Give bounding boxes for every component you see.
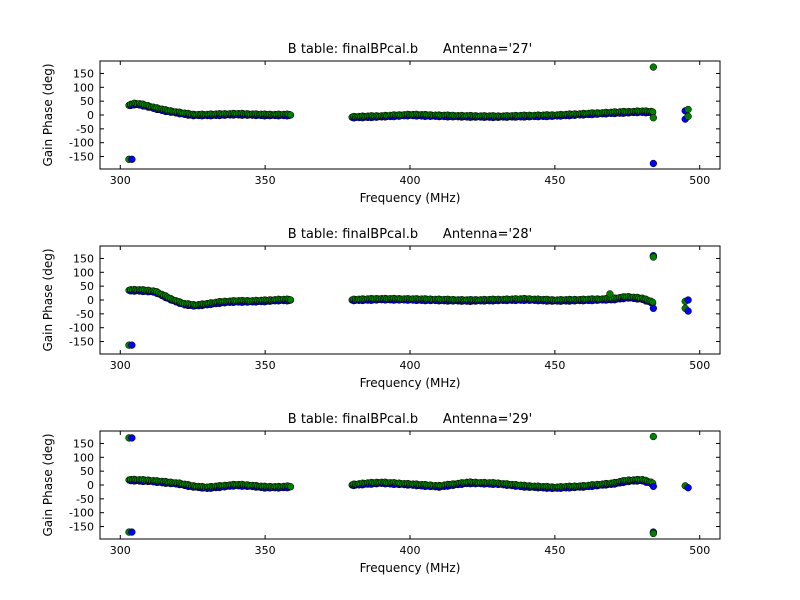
y-tick-label: -50: [76, 123, 94, 136]
y-tick-label: 0: [87, 294, 94, 307]
x-tick-label: 400: [400, 174, 421, 187]
chart-title: B table: finalBPcal.b Antenna='27': [288, 42, 532, 57]
x-tick-label: 450: [544, 174, 565, 187]
y-tick-label: -100: [69, 322, 94, 335]
y-axis-label: Gain Phase (deg): [41, 248, 55, 351]
data-point-green: [649, 298, 657, 306]
outlier-point: [128, 434, 136, 442]
outlier-point: [649, 432, 658, 441]
y-tick-label: 100: [73, 266, 94, 279]
outlier-point: [649, 304, 658, 312]
data-point-green: [287, 483, 295, 490]
y-tick-label: 50: [80, 465, 94, 478]
y-tick-label: 100: [73, 81, 94, 94]
data-points: [125, 432, 692, 538]
y-tick-label: 150: [73, 67, 94, 80]
y-tick-label: 100: [73, 451, 94, 464]
data-points: [125, 63, 692, 168]
y-tick-label: -100: [69, 137, 94, 150]
x-tick-label: 400: [400, 359, 421, 372]
outlier-point: [128, 341, 136, 349]
outlier-point: [128, 528, 136, 536]
x-axis-label: Frequency (MHz): [360, 191, 461, 205]
y-tick-label: -150: [69, 336, 94, 349]
y-axis-label: Gain Phase (deg): [41, 63, 55, 166]
data-points: [125, 252, 692, 349]
subplot-antenna-27: B table: finalBPcal.b Antenna='27' 300 350…: [41, 42, 721, 205]
x-tick-label: 500: [689, 359, 710, 372]
y-tick-label: 50: [80, 280, 94, 293]
outlier-point: [684, 296, 692, 304]
y-tick-label: 0: [87, 479, 94, 492]
outlier-point: [684, 105, 692, 114]
outlier-point: [684, 307, 692, 315]
x-axis-label: Frequency (MHz): [360, 376, 461, 390]
x-tick-label: 300: [110, 174, 131, 187]
x-axis-label: Frequency (MHz): [360, 561, 461, 575]
outlier-point: [649, 159, 658, 168]
y-tick-label: -50: [76, 308, 94, 321]
data-point-green: [649, 108, 657, 116]
outlier-point: [684, 112, 692, 121]
x-tick-label: 450: [544, 544, 565, 557]
outlier-point: [684, 484, 692, 492]
y-tick-label: -150: [69, 151, 94, 164]
outlier-point: [649, 114, 658, 122]
chart-title: B table: finalBPcal.b Antenna='28': [288, 227, 532, 242]
data-point-green: [287, 296, 295, 304]
outlier-point: [649, 63, 658, 71]
y-tick-label: -50: [76, 493, 94, 506]
outlier-point: [606, 290, 614, 298]
outlier-point: [128, 155, 136, 163]
y-tick-label: 150: [73, 437, 94, 450]
x-tick-label: 500: [689, 544, 710, 557]
subplot-antenna-29: B table: finalBPcal.b Antenna='29' 300 350…: [41, 412, 721, 575]
outlier-point: [649, 482, 658, 491]
outlier-point: [649, 253, 658, 261]
y-tick-label: -150: [69, 521, 94, 534]
x-tick-label: 350: [255, 174, 276, 187]
x-tick-label: 400: [400, 544, 421, 557]
y-axis-label: Gain Phase (deg): [41, 433, 55, 536]
x-tick-label: 350: [255, 359, 276, 372]
x-tick-label: 350: [255, 544, 276, 557]
x-tick-label: 500: [689, 174, 710, 187]
subplot-antenna-28: B table: finalBPcal.b Antenna='28' 300 350…: [41, 227, 721, 390]
outlier-point: [649, 529, 658, 538]
x-tick-label: 450: [544, 359, 565, 372]
y-tick-label: 150: [73, 252, 94, 265]
y-tick-label: 50: [80, 95, 94, 108]
data-point-green: [287, 111, 295, 119]
chart-title: B table: finalBPcal.b Antenna='29': [288, 412, 532, 427]
y-tick-label: 0: [87, 109, 94, 122]
x-tick-label: 300: [110, 544, 131, 557]
x-tick-label: 300: [110, 359, 131, 372]
y-tick-label: -100: [69, 507, 94, 520]
